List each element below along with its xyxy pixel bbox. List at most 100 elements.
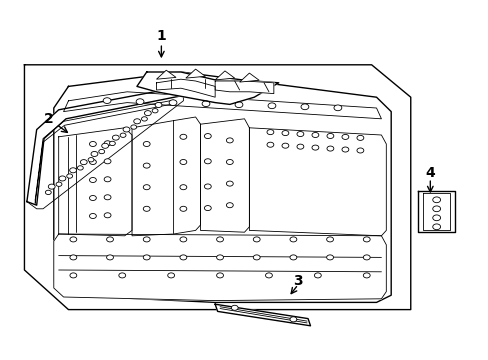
Circle shape: [326, 237, 333, 242]
Circle shape: [363, 255, 369, 260]
Circle shape: [143, 185, 150, 190]
Circle shape: [112, 135, 119, 140]
Circle shape: [226, 159, 233, 165]
Polygon shape: [215, 304, 310, 326]
Circle shape: [106, 255, 113, 260]
Circle shape: [202, 101, 209, 107]
Circle shape: [91, 152, 98, 157]
Circle shape: [314, 273, 321, 278]
Polygon shape: [132, 121, 176, 236]
Circle shape: [226, 181, 233, 186]
Circle shape: [77, 166, 83, 170]
Circle shape: [104, 141, 111, 146]
Circle shape: [253, 255, 260, 260]
Circle shape: [326, 134, 333, 139]
Circle shape: [266, 130, 273, 135]
Circle shape: [136, 99, 143, 104]
Circle shape: [88, 158, 94, 162]
Circle shape: [180, 185, 186, 190]
Circle shape: [204, 134, 211, 139]
Polygon shape: [24, 65, 410, 310]
Circle shape: [266, 142, 273, 147]
Circle shape: [109, 141, 115, 145]
Circle shape: [311, 132, 318, 138]
Circle shape: [226, 138, 233, 143]
Circle shape: [216, 273, 223, 278]
Text: 3: 3: [293, 274, 303, 288]
Circle shape: [265, 273, 272, 278]
Circle shape: [204, 184, 211, 189]
Polygon shape: [215, 81, 273, 94]
Circle shape: [167, 273, 174, 278]
Circle shape: [119, 273, 125, 278]
Circle shape: [120, 133, 126, 138]
Circle shape: [289, 255, 296, 260]
Polygon shape: [59, 128, 132, 236]
Circle shape: [289, 237, 296, 242]
Polygon shape: [156, 79, 215, 97]
Circle shape: [89, 195, 96, 201]
Circle shape: [143, 237, 150, 242]
Circle shape: [226, 203, 233, 208]
Circle shape: [326, 255, 333, 260]
Circle shape: [155, 103, 162, 108]
Circle shape: [235, 102, 243, 108]
Circle shape: [48, 184, 55, 189]
Polygon shape: [137, 72, 278, 104]
Circle shape: [143, 141, 150, 147]
Polygon shape: [63, 92, 381, 119]
Circle shape: [282, 131, 288, 136]
Circle shape: [311, 145, 318, 150]
Circle shape: [267, 103, 275, 109]
Circle shape: [356, 135, 363, 140]
Circle shape: [432, 206, 440, 212]
Circle shape: [45, 190, 51, 194]
Circle shape: [356, 148, 363, 153]
Circle shape: [432, 197, 440, 203]
Circle shape: [66, 174, 72, 178]
Circle shape: [144, 111, 151, 116]
Polygon shape: [200, 119, 249, 232]
Circle shape: [104, 159, 111, 164]
Polygon shape: [173, 117, 200, 234]
Circle shape: [326, 146, 333, 151]
Circle shape: [70, 255, 77, 260]
Polygon shape: [239, 73, 259, 82]
Circle shape: [134, 119, 141, 124]
Circle shape: [89, 177, 96, 183]
Circle shape: [204, 206, 211, 211]
Circle shape: [99, 149, 104, 154]
Circle shape: [80, 159, 87, 165]
Circle shape: [204, 159, 211, 164]
Text: 4: 4: [425, 166, 434, 180]
Polygon shape: [185, 69, 205, 78]
Text: 1: 1: [156, 29, 166, 43]
Circle shape: [141, 117, 147, 121]
Circle shape: [56, 182, 62, 186]
Circle shape: [282, 143, 288, 148]
Circle shape: [143, 255, 150, 260]
Circle shape: [106, 237, 113, 242]
Circle shape: [301, 104, 308, 110]
Circle shape: [143, 206, 150, 211]
Circle shape: [216, 237, 223, 242]
Circle shape: [231, 305, 238, 310]
Circle shape: [363, 237, 369, 242]
Circle shape: [103, 98, 111, 104]
Circle shape: [216, 255, 223, 260]
Polygon shape: [215, 71, 234, 80]
Circle shape: [69, 168, 76, 173]
Circle shape: [180, 237, 186, 242]
Polygon shape: [54, 72, 390, 302]
Polygon shape: [27, 88, 183, 205]
Circle shape: [296, 131, 303, 136]
Circle shape: [253, 237, 260, 242]
Circle shape: [180, 206, 186, 211]
Circle shape: [296, 144, 303, 149]
Circle shape: [180, 255, 186, 260]
Circle shape: [180, 134, 186, 139]
Circle shape: [104, 177, 111, 182]
Circle shape: [104, 213, 111, 218]
Circle shape: [59, 176, 66, 181]
Circle shape: [289, 317, 296, 322]
